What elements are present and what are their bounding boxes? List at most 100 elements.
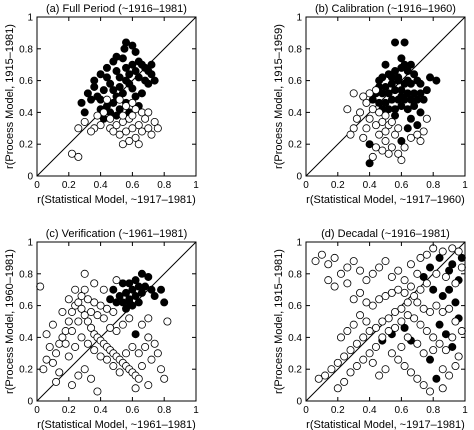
filled-point: [122, 288, 131, 297]
y-tick-label: 1: [296, 13, 302, 24]
open-point: [362, 298, 371, 307]
open-point: [406, 260, 415, 269]
open-point: [394, 124, 403, 133]
open-point: [448, 244, 457, 253]
open-point: [375, 295, 384, 304]
one-to-one-line: [36, 241, 197, 402]
open-point: [77, 333, 86, 342]
open-point: [137, 362, 146, 371]
plot-frame: [36, 16, 197, 177]
open-point: [99, 314, 108, 323]
open-point: [375, 108, 384, 117]
x-tick-label: 0.4: [94, 180, 108, 191]
open-point: [74, 124, 83, 133]
filled-point: [109, 86, 118, 95]
open-point: [356, 311, 365, 320]
filled-point: [157, 285, 166, 294]
open-point: [416, 285, 425, 294]
open-point: [343, 327, 352, 336]
open-point: [419, 127, 428, 136]
y-tick-label: 0.8: [19, 44, 33, 55]
open-point: [330, 282, 339, 291]
open-point: [371, 121, 380, 130]
open-point: [346, 130, 355, 139]
x-tick-label: 0: [34, 180, 40, 191]
open-point: [144, 333, 153, 342]
open-point: [451, 317, 460, 326]
open-point: [80, 365, 89, 374]
open-point: [160, 374, 169, 383]
y-tick-label: 0.2: [288, 365, 302, 376]
filled-point: [160, 298, 169, 307]
open-point: [419, 349, 428, 358]
filled-point: [403, 76, 412, 85]
open-point: [118, 320, 127, 329]
x-tick-label: 1: [193, 405, 199, 416]
filled-point: [438, 292, 447, 301]
open-point: [454, 352, 463, 361]
open-point: [125, 314, 134, 323]
open-point: [403, 311, 412, 320]
open-point: [109, 362, 118, 371]
y-tick-label: 0.8: [288, 269, 302, 280]
open-point: [96, 301, 105, 310]
filled-point: [134, 73, 143, 82]
y-tick-label: 0: [296, 172, 302, 183]
open-point: [122, 349, 131, 358]
open-point: [333, 358, 342, 367]
filled-point: [416, 108, 425, 117]
open-point: [422, 279, 431, 288]
x-tick-label: 0.8: [157, 180, 171, 191]
open-point: [80, 269, 89, 278]
open-point: [67, 327, 76, 336]
open-point: [454, 247, 463, 256]
filled-point: [368, 95, 377, 104]
y-tick-label: 0: [27, 172, 33, 183]
filled-point: [77, 98, 86, 107]
filled-point: [141, 63, 150, 72]
x-tick-label: 0.8: [426, 180, 440, 191]
filled-point: [397, 92, 406, 101]
open-point: [365, 114, 374, 123]
open-point: [343, 263, 352, 272]
open-point: [93, 311, 102, 320]
filled-point: [125, 70, 134, 79]
open-point: [413, 339, 422, 348]
y-tick-label: 0.8: [288, 44, 302, 55]
open-point: [134, 140, 143, 149]
open-point: [336, 269, 345, 278]
filled-point: [419, 272, 428, 281]
y-tick-label: 0.2: [19, 140, 33, 151]
open-point: [362, 124, 371, 133]
filled-point: [391, 67, 400, 76]
open-point: [80, 311, 89, 320]
open-point: [48, 358, 57, 367]
scatter-panel-0: (a) Full Period (~1916–1981) 0 0.2 0.4 0.6 0.…: [4, 3, 199, 206]
open-point: [381, 365, 390, 374]
open-point: [83, 317, 92, 326]
x-tick-label: 0: [34, 405, 40, 416]
plot-frame: [305, 241, 466, 402]
panel-title: (a) Full Period (~1916–1981): [46, 3, 187, 15]
x-tick-label: 0: [303, 405, 309, 416]
filled-point: [445, 266, 454, 275]
open-point: [153, 349, 162, 358]
y-axis-title: r(Process Model, 1915–1981): [4, 24, 16, 169]
open-point: [77, 292, 86, 301]
open-point: [109, 127, 118, 136]
open-point: [324, 276, 333, 285]
open-point: [375, 263, 384, 272]
open-point: [368, 301, 377, 310]
open-point: [150, 339, 159, 348]
open-point: [67, 307, 76, 316]
open-point: [356, 108, 365, 117]
open-point: [429, 346, 438, 355]
y-tick-label: 0.2: [19, 365, 33, 376]
y-axis-title: r(Process Model, 1915–1981): [273, 249, 285, 394]
open-point: [378, 317, 387, 326]
open-point: [368, 152, 377, 161]
filled-point: [137, 288, 146, 297]
filled-point: [125, 298, 134, 307]
open-point: [74, 298, 83, 307]
filled-point: [131, 330, 140, 339]
